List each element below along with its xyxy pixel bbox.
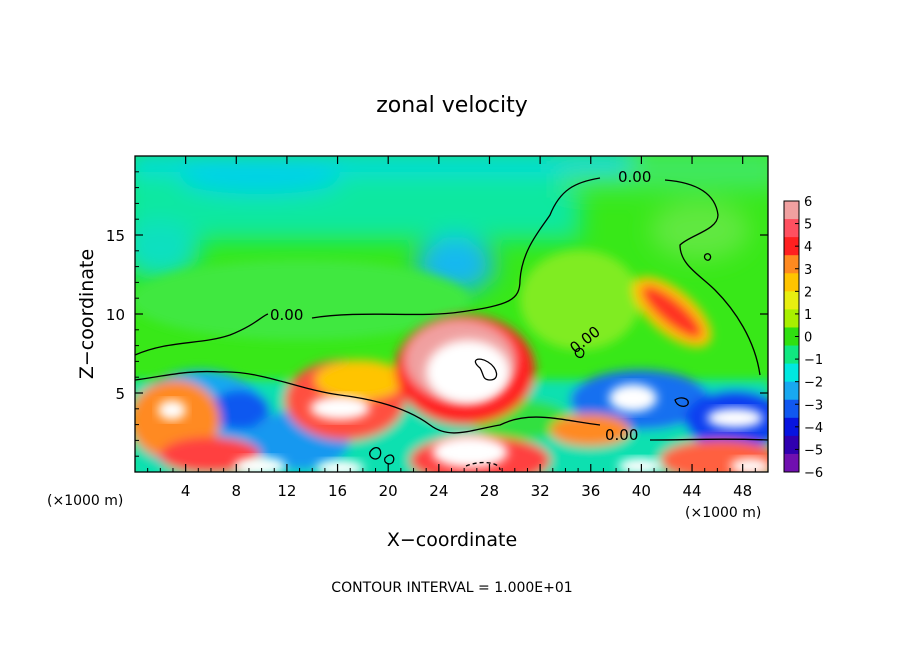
y-tick-label-15: 15 <box>106 227 125 245</box>
colorbar-swatch <box>784 291 799 310</box>
colorbar-tick-label-3: 3 <box>804 263 812 278</box>
colorbar-swatch <box>784 417 799 437</box>
contour-label-lower: 0.00 <box>605 426 638 444</box>
colorbar-swatch <box>784 309 799 328</box>
y-unit-label: (×1000 m) <box>47 493 123 509</box>
colorbar-swatch <box>784 237 799 256</box>
colorbar-swatch <box>784 327 799 347</box>
x-tick-label-24: 24 <box>429 482 448 500</box>
colorbar-swatch <box>784 399 799 419</box>
x-tick-label-20: 20 <box>379 482 398 500</box>
colorbar-swatch <box>784 453 799 473</box>
colorbar-swatch <box>784 435 799 455</box>
colorbar-swatch <box>784 255 799 274</box>
x-axis-label: X−coordinate <box>387 529 517 551</box>
x-tick-label-28: 28 <box>480 482 499 500</box>
colorbar-tick-label-1: 1 <box>804 308 812 323</box>
saturated-cores <box>158 340 768 472</box>
colorbar-tick-label--3: −3 <box>804 398 823 413</box>
colorbar-tick-label--6: −6 <box>804 466 823 481</box>
colorbar-tick-label--4: −4 <box>804 421 823 436</box>
colorbar-swatch <box>784 273 799 292</box>
colorbar-swatch <box>784 345 799 365</box>
chart-title: zonal velocity <box>376 93 528 118</box>
colorbar-tick-label-6: 6 <box>804 195 812 210</box>
y-tick-label-5: 5 <box>115 385 125 403</box>
x-tick-label-32: 32 <box>531 482 550 500</box>
x-tick-label-40: 40 <box>632 482 651 500</box>
x-tick-label-44: 44 <box>682 482 701 500</box>
zero-contours <box>135 177 768 471</box>
colorbar-tick-label--2: −2 <box>804 376 823 391</box>
x-tick-label-4: 4 <box>181 482 191 500</box>
colorbar-tick-label--1: −1 <box>804 353 823 368</box>
colorbar-tick-label-2: 2 <box>804 285 812 300</box>
contour-label-mid: 0.00 <box>270 306 303 324</box>
colorbar-swatch <box>784 219 799 238</box>
x-tick-label-12: 12 <box>277 482 296 500</box>
colorbar-swatch <box>784 381 799 401</box>
colorbar-tick-label-4: 4 <box>804 240 812 255</box>
contour-label-upper: 0.00 <box>618 168 651 186</box>
colorbar-tick-label--5: −5 <box>804 443 823 458</box>
y-tick-label-10: 10 <box>106 306 125 324</box>
x-tick-label-48: 48 <box>733 482 752 500</box>
x-tick-label-16: 16 <box>328 482 347 500</box>
mid-layer <box>135 250 712 350</box>
y-axis-label: Z−coordinate <box>76 249 98 379</box>
colorbar-swatch <box>784 363 799 383</box>
plot-field: 0.00 0.00 0.00 0.00 <box>135 156 768 472</box>
x-tick-label-36: 36 <box>581 482 600 500</box>
colorbar-tick-label-0: 0 <box>804 331 812 346</box>
contour-interval-note: CONTOUR INTERVAL = 1.000E+01 <box>331 580 572 596</box>
colorbar-swatch <box>784 201 799 220</box>
colorbar: 6 5 4 3 2 1 0 −1 −2 −3 −4 −5 −6 <box>783 195 823 481</box>
colorbar-tick-label-5: 5 <box>804 218 812 233</box>
x-tick-label-8: 8 <box>232 482 242 500</box>
x-unit-label: (×1000 m) <box>685 505 761 521</box>
